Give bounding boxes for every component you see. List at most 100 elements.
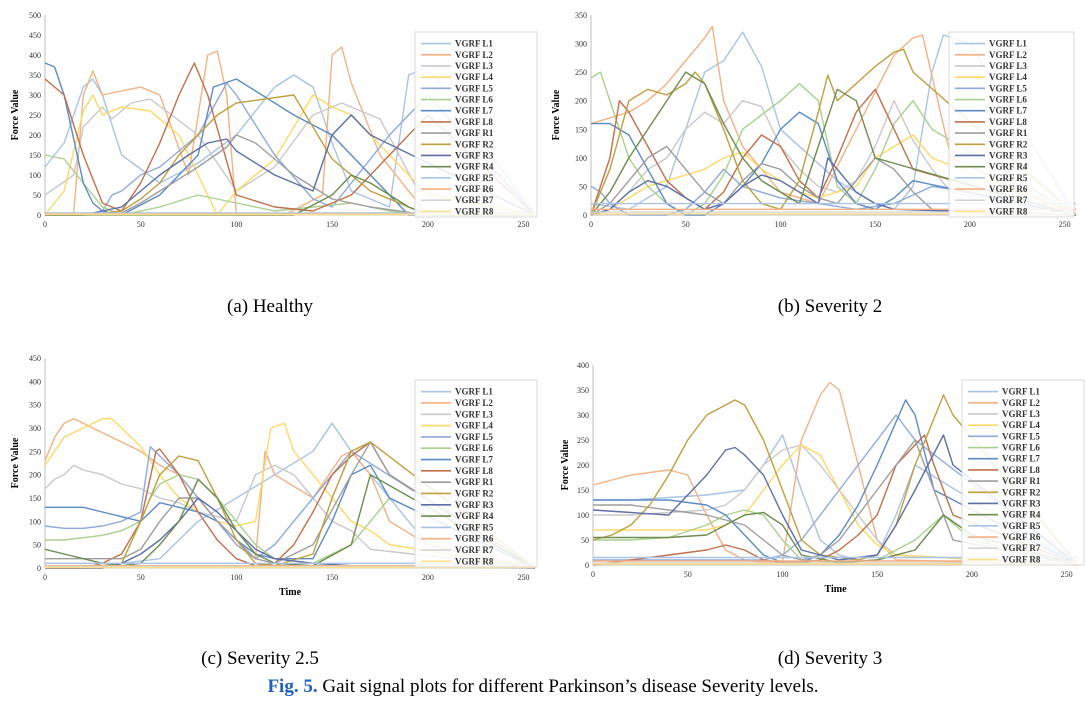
y-tick-label: 200: [577, 461, 589, 470]
legend-entry-l7: VGRF L7: [989, 106, 1027, 116]
legend-entry-r8: VGRF R8: [455, 206, 494, 216]
chart-severity-2-5-svg: 0 50 100 150 200 250 300 350 400 450 0 50 100 150 200 2…: [10, 354, 538, 598]
y-axis-title: Force Value: [10, 437, 21, 488]
y-tick-label: 100: [29, 517, 41, 526]
y-tick-label: 100: [577, 511, 589, 520]
legend-entry-l7: VGRF L7: [455, 106, 493, 116]
y-tick-label: 50: [581, 536, 589, 545]
legend-entry-r2: VGRF R2: [455, 488, 494, 498]
x-tick-label: 200: [966, 570, 978, 579]
y-tick-label: 150: [575, 125, 587, 134]
legend-entry-r2: VGRF R2: [1002, 487, 1041, 497]
y-tick-label: 400: [29, 377, 41, 386]
y-tick-label: 450: [29, 31, 41, 40]
legend-entry-r8: VGRF R8: [1002, 554, 1041, 564]
legend-entry-l6: VGRF L6: [455, 95, 493, 105]
x-tick-label: 50: [682, 220, 690, 229]
x-tick-label: 100: [230, 220, 242, 229]
legend-entry-l1: VGRF L1: [1002, 387, 1040, 397]
series-line-l7: [45, 464, 536, 569]
x-axis-title: Time: [824, 584, 847, 595]
y-tick-label: 0: [583, 211, 587, 220]
legend-entry-r7: VGRF R7: [455, 195, 494, 205]
y-tick-label: 450: [29, 354, 41, 363]
x-axis-title: Time: [279, 587, 302, 598]
legend-entry-r5: VGRF R5: [989, 173, 1028, 183]
series-line-l6: [590, 71, 1077, 216]
chart-healthy: 0 50 100 150 200 250 300 350 400 450 500 0 50 100 150 2…: [0, 0, 545, 232]
y-tick-label: 50: [579, 182, 587, 191]
figure-caption: Fig. 5. Gait signal plots for different …: [0, 676, 1086, 698]
series-line-l6: [44, 154, 535, 216]
x-tick-label: 250: [1059, 220, 1071, 229]
y-tick-label: 200: [29, 471, 41, 480]
figure-caption-text: Gait signal plots for different Parkinso…: [317, 676, 819, 697]
x-tick-label: 100: [230, 573, 242, 582]
x-tick-label: 0: [591, 570, 595, 579]
axes: 050100150200250300350050100150200250Time…: [551, 11, 1076, 229]
series-line-r4: [44, 474, 536, 569]
series-line-l8: [590, 88, 1077, 216]
legend-entry-l8: VGRF L8: [989, 117, 1027, 127]
y-tick-label: 200: [29, 131, 41, 140]
chart-healthy-svg: 0 50 100 150 200 250 300 350 400 450 500 0 50 100 150 2…: [10, 11, 538, 229]
y-tick-label: 250: [29, 111, 41, 120]
y-tick-label: 350: [29, 401, 41, 410]
x-tick-label: 0: [589, 220, 593, 229]
series-line-r2: [45, 94, 535, 216]
legend-entry-l3: VGRF L3: [455, 409, 493, 419]
legend-entry-r7: VGRF R7: [989, 195, 1028, 205]
x-tick-label: 0: [43, 220, 47, 229]
legend-entry-l3: VGRF L3: [455, 61, 493, 71]
y-tick-label: 300: [29, 91, 41, 100]
x-tick-label: 50: [137, 220, 145, 229]
legend-entry-r2: VGRF R2: [455, 139, 494, 149]
y-tick-label: 50: [33, 191, 41, 200]
y-tick-label: 0: [585, 561, 589, 570]
legend-entry-r8: VGRF R8: [989, 206, 1028, 216]
series-line-r3: [45, 114, 536, 216]
legend-entry-l4: VGRF L4: [455, 421, 493, 431]
series-line-r4: [590, 71, 1077, 216]
y-tick-label: 250: [29, 447, 41, 456]
y-tick-label: 100: [29, 171, 41, 180]
legend-entry-l4: VGRF L4: [1002, 420, 1040, 430]
legend-entry-l2: VGRF L2: [455, 398, 493, 408]
legend-entry-r3: VGRF R3: [1002, 498, 1041, 508]
series-line-l1: [593, 434, 1079, 566]
legend-entry-r4: VGRF R4: [1002, 510, 1041, 520]
series-line-l6: [593, 509, 1079, 566]
legend-box: [961, 379, 1085, 566]
x-tick-label: 200: [422, 220, 434, 229]
y-tick-label: 150: [577, 486, 589, 495]
y-tick-label: 200: [575, 97, 587, 106]
series-line-r4: [593, 511, 1079, 566]
y-tick-label: 300: [29, 424, 41, 433]
series-line-r3: [592, 434, 1079, 566]
legend-entry-r2: VGRF R2: [989, 139, 1028, 149]
legend-entry-r1: VGRF R1: [455, 128, 494, 138]
series-line-l7: [44, 62, 535, 216]
legend-entry-r4: VGRF R4: [455, 162, 494, 172]
legend-entry-r5: VGRF R5: [455, 173, 494, 183]
chart-severity-2: 050100150200250300350050100150200250Time…: [541, 0, 1086, 232]
x-tick-label: 200: [422, 573, 434, 582]
legend-entry-l4: VGRF L4: [455, 72, 493, 82]
x-tick-label: 150: [869, 220, 881, 229]
legend-entry-r5: VGRF R5: [455, 522, 494, 532]
legend-entry-r6: VGRF R6: [455, 184, 494, 194]
y-axis-title: Force Value: [560, 439, 571, 490]
legend-entry-l8: VGRF L8: [455, 117, 493, 127]
legend-entry-r4: VGRF R4: [989, 162, 1028, 172]
series-line-l4: [593, 444, 1079, 566]
y-axis-title: Force Value: [10, 89, 21, 140]
series-line-l2: [590, 25, 1077, 216]
caption-healthy: (a) Healthy: [227, 296, 313, 317]
y-tick-label: 250: [575, 68, 587, 77]
series-line-l1: [44, 66, 536, 216]
caption-severity-2-5: (c) Severity 2.5: [201, 648, 319, 669]
series-line-l4: [590, 134, 1077, 216]
